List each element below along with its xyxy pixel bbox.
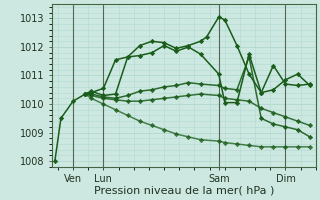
X-axis label: Pression niveau de la mer( hPa ): Pression niveau de la mer( hPa ): [94, 186, 274, 196]
